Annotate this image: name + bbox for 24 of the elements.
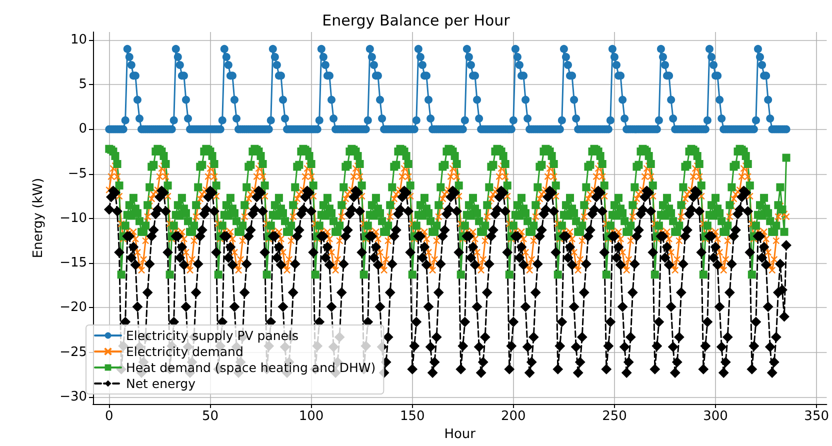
legend-label: Heat demand (space heating and DHW): [126, 360, 376, 375]
x-tick-label: 50: [202, 409, 219, 424]
y-tick-label: −5: [68, 166, 87, 182]
y-tick-label: 0: [78, 122, 87, 137]
y-tick-label: 10: [70, 32, 87, 48]
x-tick-label: 100: [298, 409, 324, 424]
x-tick-label: 0: [105, 409, 114, 424]
y-tick-label: 5: [78, 77, 87, 92]
y-tick-label: −10: [60, 210, 87, 226]
y-tick-label: −25: [60, 344, 87, 360]
x-axis-title: Hour: [444, 427, 476, 442]
y-axis-title: Energy (kW): [31, 178, 46, 258]
x-tick-label: 250: [602, 409, 627, 424]
y-tick-label: −15: [60, 256, 87, 271]
legend-label: Electricity demand: [126, 344, 244, 359]
chart-title: Energy Balance per Hour: [322, 12, 511, 30]
y-tick-label: −20: [60, 300, 87, 316]
legend-label: Net energy: [126, 376, 196, 391]
x-tick-label: 200: [501, 409, 526, 424]
x-tick-label: 150: [400, 409, 425, 424]
y-tick-label: −30: [60, 389, 87, 404]
legend-label: Electricity supply PV panels: [126, 328, 298, 343]
x-tick-label: 350: [804, 409, 830, 424]
x-tick-label: 300: [703, 409, 728, 424]
